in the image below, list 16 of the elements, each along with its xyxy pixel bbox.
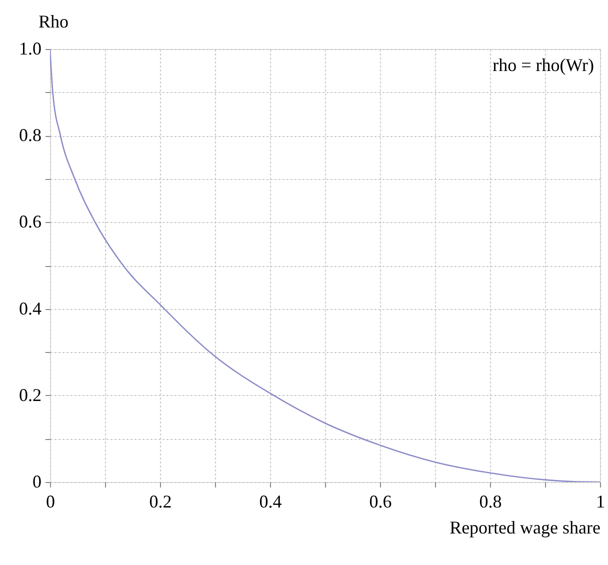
y-tick-label: 0.8 (19, 125, 42, 146)
annotation: rho = rho(Wr) (492, 55, 594, 75)
x-tick-label: 0.6 (369, 492, 392, 512)
y-tick-label: 0.4 (19, 298, 42, 318)
y-tick-label: 0.2 (19, 384, 42, 405)
line-series (50, 49, 600, 482)
y-tick-label: 0 (32, 472, 42, 492)
y-tick-label: 0.6 (19, 212, 42, 232)
x-tick-label: 0.8 (479, 492, 502, 512)
x-tick-label: 0 (46, 492, 55, 512)
y-axis-title: Rho (38, 12, 69, 32)
x-tick-label: 0.4 (259, 492, 282, 512)
y-tick-label: 1.0 (19, 38, 42, 58)
x-tick-label: 1 (596, 492, 605, 512)
x-axis-title: Reported wage share (450, 518, 601, 538)
x-tick-label: 0.2 (149, 492, 172, 512)
